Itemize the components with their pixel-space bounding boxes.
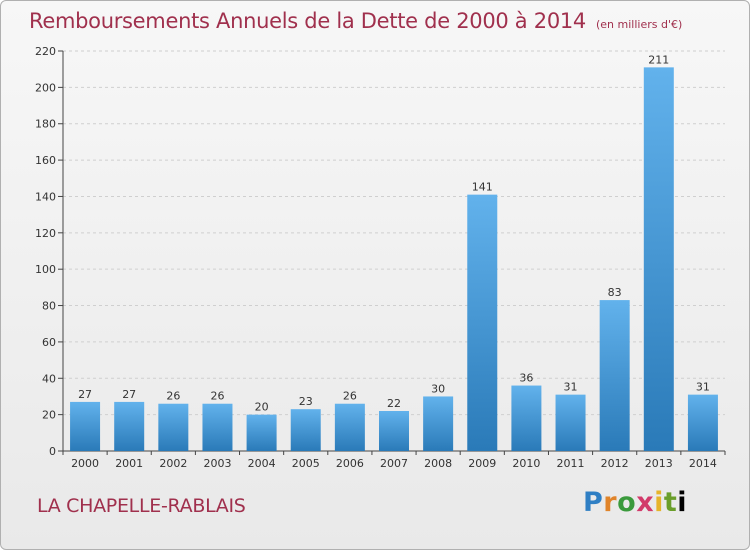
- bar-2001: [114, 401, 145, 451]
- bar-2006: [334, 403, 365, 451]
- x-tick-label-2007: 2007: [380, 457, 408, 470]
- bar-2000: [70, 401, 101, 451]
- y-tick-label: 40: [42, 372, 56, 385]
- proxiti-logo: Proxiti: [583, 487, 688, 518]
- chart-title: Remboursements Annuels de la Dette de 20…: [29, 9, 682, 33]
- x-tick-label-2000: 2000: [71, 457, 99, 470]
- x-tick-label-2010: 2010: [512, 457, 540, 470]
- value-label-2012: 83: [608, 286, 622, 299]
- value-label-2000: 27: [78, 388, 92, 401]
- y-tick-label: 100: [35, 263, 56, 276]
- y-tick-label: 180: [35, 118, 56, 131]
- value-label-2001: 27: [122, 388, 136, 401]
- y-tick-label: 80: [42, 300, 56, 313]
- bar-2009: [467, 194, 498, 452]
- bar-2013: [643, 67, 674, 451]
- value-label-2005: 23: [299, 395, 313, 408]
- place-name: LA CHAPELLE-RABLAIS: [37, 495, 246, 517]
- bar-2012: [599, 300, 630, 451]
- x-tick-label-2013: 2013: [645, 457, 673, 470]
- y-tick-label: 220: [35, 45, 56, 58]
- value-label-2011: 31: [564, 381, 578, 394]
- value-label-2006: 26: [343, 390, 357, 403]
- bar-2005: [290, 409, 321, 451]
- y-tick-label: 20: [42, 409, 56, 422]
- value-label-2007: 22: [387, 397, 401, 410]
- x-tick-label-2005: 2005: [292, 457, 320, 470]
- bar-2007: [379, 411, 409, 451]
- y-tick-label: 160: [35, 154, 56, 167]
- x-tick-label-2004: 2004: [248, 457, 276, 470]
- bar-2002: [158, 403, 189, 451]
- x-tick-label-2012: 2012: [601, 457, 629, 470]
- x-tick-label-2006: 2006: [336, 457, 364, 470]
- x-tick-label-2009: 2009: [468, 457, 496, 470]
- value-label-2002: 26: [166, 390, 180, 403]
- x-tick-label-2003: 2003: [203, 457, 231, 470]
- value-label-2013: 211: [648, 53, 669, 66]
- x-tick-label-2011: 2011: [557, 457, 585, 470]
- value-label-2014: 31: [696, 381, 710, 394]
- bar-2014: [687, 394, 718, 451]
- y-tick-label: 0: [49, 445, 56, 458]
- chart-title-text: Remboursements Annuels de la Dette de 20…: [29, 9, 586, 33]
- value-label-2009: 141: [472, 181, 493, 194]
- bars: [70, 67, 718, 452]
- y-tick-label: 200: [35, 81, 56, 94]
- x-tick-label-2002: 2002: [159, 457, 187, 470]
- labels: 27 2000 27 2001 26 2002 26 2003 20 2004 23 2005 26 20…: [71, 53, 717, 470]
- chart-subtitle: (en milliers d'€): [596, 18, 683, 31]
- value-label-2010: 36: [519, 372, 533, 385]
- bar-2004: [246, 414, 277, 451]
- value-label-2008: 30: [431, 382, 445, 395]
- x-tick-label-2014: 2014: [689, 457, 717, 470]
- bar-2011: [555, 394, 586, 451]
- value-label-2004: 20: [255, 401, 269, 414]
- value-label-2003: 26: [210, 390, 224, 403]
- x-tick-label-2001: 2001: [115, 457, 143, 470]
- y-tick-label: 120: [35, 227, 56, 240]
- x-tick-label-2008: 2008: [424, 457, 452, 470]
- y-tick-label: 140: [35, 190, 56, 203]
- bar-2003: [202, 403, 233, 451]
- bar-2010: [511, 385, 542, 451]
- bar-2008: [423, 396, 454, 451]
- y-tick-label: 60: [42, 336, 56, 349]
